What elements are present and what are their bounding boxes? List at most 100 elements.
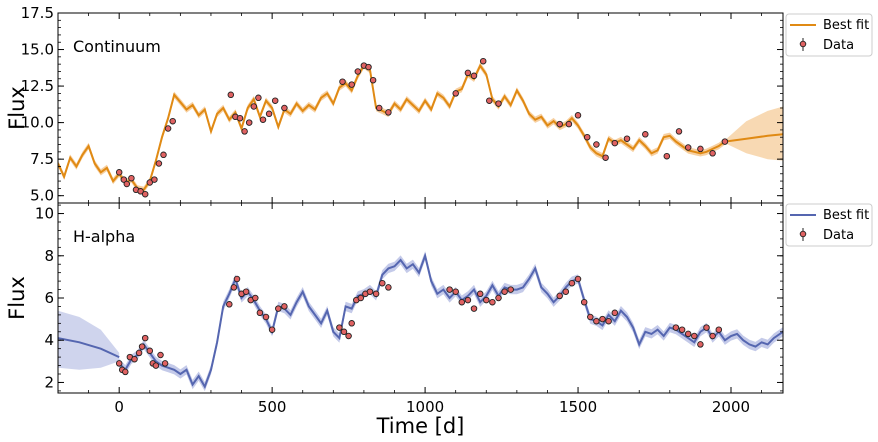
continuum-data-point: [128, 174, 135, 182]
h-alpha-xtick-label: 2000: [712, 398, 750, 416]
h-alpha-data-point: [697, 341, 704, 348]
h-alpha-data-point: [161, 360, 169, 367]
h-alpha-data-point: [464, 296, 472, 304]
h-alpha-data-point: [593, 317, 600, 325]
h-alpha-data-point: [135, 349, 143, 357]
continuum-extrapolation-line: [724, 133, 783, 143]
continuum-uncertainty-band: [724, 106, 783, 161]
continuum-best-fit-line: [58, 63, 726, 191]
continuum-legend: Best fit Data: [785, 13, 873, 57]
continuum-data-point: [241, 128, 248, 135]
h-alpha-data-point: [131, 355, 138, 363]
h-alpha-data-point: [242, 288, 250, 295]
h-alpha-data-point: [709, 332, 716, 340]
h-alpha-data-point: [122, 368, 129, 376]
continuum-ytick-label: 12.5: [21, 77, 54, 95]
h-alpha-ytick-label: 8: [44, 247, 54, 265]
continuum-ytick-label: 5.0: [30, 187, 54, 205]
continuum-data-point: [250, 103, 258, 110]
h-alpha-data-point: [715, 326, 723, 333]
h-alpha-data-point: [152, 362, 160, 369]
continuum-data-point: [169, 117, 176, 125]
continuum-data-point: [593, 141, 600, 148]
continuum-data-point: [160, 151, 167, 159]
continuum-ylabel: Flux: [5, 86, 29, 130]
continuum-ytick-label: 7.5: [30, 150, 54, 168]
h-alpha-data-point: [357, 294, 365, 302]
continuum-data-point: [452, 90, 459, 97]
continuum-data-point: [375, 104, 383, 112]
h-alpha-legend: Best fit Data: [785, 203, 873, 247]
h-alpha-legend-data-label: Data: [823, 228, 854, 243]
h-alpha-ylabel: Flux: [5, 276, 29, 320]
h-alpha-data-point: [470, 305, 478, 312]
h-alpha-data-point: [678, 326, 686, 333]
continuum-data-point: [602, 154, 609, 161]
h-alpha-data-point: [157, 351, 164, 359]
continuum-data-point: [151, 176, 158, 183]
continuum-data-point: [565, 120, 573, 128]
continuum-data-point: [479, 57, 487, 65]
continuum-data-point: [470, 72, 478, 80]
continuum-data-point: [271, 97, 279, 104]
continuum-data-point: [120, 176, 128, 183]
h-alpha-data-point: [345, 332, 352, 340]
h-alpha-data-point: [275, 305, 282, 312]
h-alpha-xlabel: Time [d]: [376, 414, 465, 438]
continuum-data-point: [663, 152, 671, 160]
h-alpha-ytick-label: 4: [44, 331, 54, 349]
continuum-plot-area: [58, 57, 783, 198]
continuum-data-point: [141, 190, 149, 198]
h-alpha-xtick-label: 0: [114, 398, 124, 416]
continuum-data-point: [623, 135, 631, 142]
continuum-data-point: [486, 97, 493, 104]
continuum-data-point: [464, 69, 472, 77]
continuum-data-point: [155, 160, 163, 167]
continuum-data-point: [495, 100, 502, 107]
h-alpha-data-point: [366, 288, 374, 295]
continuum-fit-band: [58, 62, 725, 194]
continuum-data-point: [684, 144, 692, 151]
continuum-legend-data-label: Data: [823, 38, 854, 53]
h-alpha-data-point: [281, 303, 288, 310]
h-alpha-legend-fit-label: Best fit: [823, 208, 869, 223]
h-alpha-data-point: [141, 334, 149, 342]
h-alpha-data-point: [580, 298, 588, 306]
continuum-data-point: [574, 112, 582, 119]
continuum-data-point: [369, 76, 377, 84]
continuum-data-point: [137, 188, 144, 195]
h-alpha-data-point: [599, 315, 606, 323]
continuum-data-point: [385, 109, 392, 116]
h-alpha-data-point: [556, 292, 563, 300]
continuum-panel: 5.0 7.5 10.0 12.5 15.0 17.5 Flux Continuum Best …: [5, 4, 873, 205]
continuum-data-point: [556, 120, 563, 128]
h-alpha-data-point: [340, 328, 348, 336]
h-alpha-data-point: [230, 284, 238, 291]
continuum-ytick-label: 10.0: [21, 114, 54, 132]
h-alpha-ytick-label: 6: [44, 289, 54, 307]
h-alpha-ytick-label: 10: [35, 205, 54, 223]
h-alpha-data-point: [226, 301, 233, 308]
continuum-data-point: [697, 145, 704, 153]
h-alpha-data-point: [611, 309, 619, 317]
h-alpha-data-point: [562, 288, 570, 295]
h-alpha-legend-data-swatch: [799, 230, 807, 238]
continuum-data-point: [281, 104, 288, 112]
h-alpha-data-point: [452, 288, 459, 295]
h-alpha-xtick-label: 1000: [406, 398, 444, 416]
continuum-data-point: [339, 78, 346, 85]
h-alpha-xtick-label: 500: [258, 398, 287, 416]
h-alpha-data-point: [507, 286, 514, 293]
h-alpha-data-point: [138, 343, 146, 350]
h-alpha-data-point: [256, 309, 264, 317]
h-alpha-extrapolation-line: [58, 337, 120, 359]
continuum-data-point: [259, 116, 267, 123]
continuum-legend-data-swatch: [799, 40, 807, 48]
h-alpha-data-point: [672, 324, 680, 331]
continuum-legend-fit-label: Best fit: [823, 18, 869, 33]
continuum-data-point: [236, 114, 244, 122]
continuum-data-point: [245, 119, 253, 126]
continuum-data-point: [675, 128, 683, 135]
continuum-data-point: [123, 180, 131, 188]
